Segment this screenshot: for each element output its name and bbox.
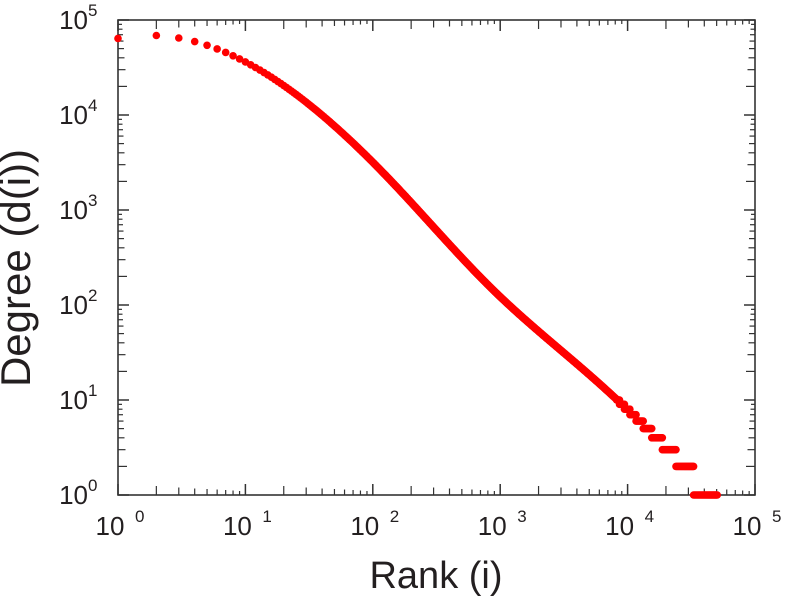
svg-text:10: 10 — [223, 511, 252, 541]
svg-text:5: 5 — [88, 1, 97, 20]
svg-text:10: 10 — [96, 511, 125, 541]
svg-text:Degree (d(i)): Degree (d(i)) — [0, 149, 39, 387]
svg-text:4: 4 — [645, 507, 654, 526]
svg-text:2: 2 — [88, 286, 97, 305]
svg-text:0: 0 — [88, 476, 97, 495]
svg-text:10: 10 — [59, 5, 88, 35]
svg-text:10: 10 — [605, 511, 634, 541]
svg-text:10: 10 — [59, 100, 88, 130]
svg-text:10: 10 — [59, 290, 88, 320]
svg-text:10: 10 — [59, 385, 88, 415]
svg-text:10: 10 — [350, 511, 379, 541]
svg-text:Rank (i): Rank (i) — [369, 555, 502, 597]
svg-text:5: 5 — [772, 507, 781, 526]
svg-text:2: 2 — [390, 507, 399, 526]
svg-text:4: 4 — [88, 96, 97, 115]
svg-text:10: 10 — [733, 511, 762, 541]
svg-text:1: 1 — [262, 507, 271, 526]
svg-text:10: 10 — [478, 511, 507, 541]
svg-text:1: 1 — [88, 381, 97, 400]
svg-text:3: 3 — [517, 507, 526, 526]
svg-text:10: 10 — [59, 480, 88, 510]
svg-text:0: 0 — [135, 507, 144, 526]
svg-text:3: 3 — [88, 191, 97, 210]
svg-text:10: 10 — [59, 195, 88, 225]
